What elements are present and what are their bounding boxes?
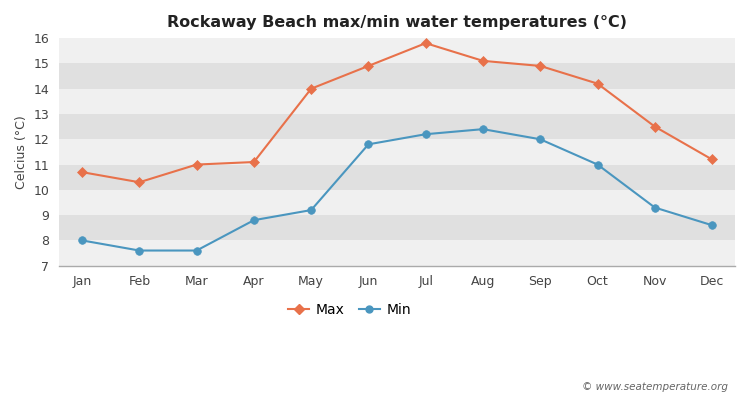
Max [422, 41, 430, 46]
Line: Max: Max [79, 40, 716, 186]
Min [250, 218, 259, 222]
Max [478, 58, 488, 63]
Y-axis label: Celcius (°C): Celcius (°C) [15, 115, 28, 189]
Legend: Max, Min: Max, Min [283, 297, 417, 322]
Min [593, 162, 602, 167]
Bar [59, 240, 735, 266]
Max [364, 64, 373, 68]
Min [650, 205, 659, 210]
Max [250, 160, 259, 164]
Text: © www.seatemperature.org: © www.seatemperature.org [581, 382, 728, 392]
Bar [59, 139, 735, 164]
Bar [59, 63, 735, 89]
Title: Rockaway Beach max/min water temperatures (°C): Rockaway Beach max/min water temperature… [167, 15, 627, 30]
Min [77, 238, 86, 243]
Min [192, 248, 201, 253]
Min [478, 127, 488, 132]
Min [422, 132, 430, 137]
Min [307, 208, 316, 212]
Min [707, 223, 716, 228]
Bar [59, 89, 735, 114]
Bar [59, 38, 735, 63]
Bar [59, 114, 735, 139]
Bar [59, 215, 735, 240]
Bar [59, 190, 735, 215]
Max [77, 170, 86, 174]
Bar [59, 164, 735, 190]
Min [536, 137, 544, 142]
Max [650, 124, 659, 129]
Max [707, 157, 716, 162]
Max [593, 81, 602, 86]
Min [135, 248, 144, 253]
Max [135, 180, 144, 185]
Max [307, 86, 316, 91]
Max [192, 162, 201, 167]
Line: Min: Min [78, 125, 716, 254]
Min [364, 142, 373, 147]
Max [536, 64, 544, 68]
